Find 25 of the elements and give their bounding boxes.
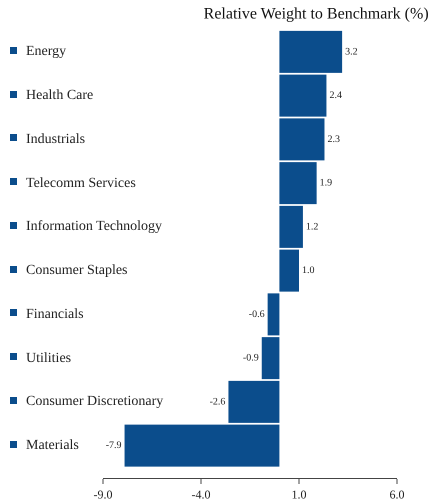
y-tick-label: Consumer Staples — [26, 263, 128, 278]
data-label: -0.9 — [242, 352, 259, 364]
data-label: -0.6 — [248, 308, 265, 320]
data-label: 2.3 — [327, 134, 340, 145]
data-label: 2.4 — [329, 90, 342, 102]
y-tick-label: Consumer Discretionary — [26, 394, 164, 409]
x-tick-label: -4.0 — [192, 487, 210, 502]
y-tick-label: Information Technology — [26, 219, 162, 234]
chart-title: Relative Weight to Benchmark (%) — [204, 6, 428, 23]
data-label: 1.9 — [320, 178, 332, 189]
y-tick-label: Materials — [26, 438, 79, 453]
data-label: -7.9 — [106, 440, 122, 452]
y-tick-label: Telecomm Services — [26, 176, 136, 191]
y-tick-label: Industrials — [26, 132, 86, 147]
y-tick-label: Health Care — [26, 88, 94, 103]
y-tick-label: Energy — [26, 44, 66, 59]
y-tick-label: Utilities — [26, 351, 72, 366]
data-label: 1.0 — [302, 265, 314, 276]
y-tick-label: Financials — [26, 307, 84, 322]
x-tick-label: 1.0 — [292, 487, 306, 502]
data-label: -2.6 — [210, 396, 226, 408]
data-label: 3.2 — [345, 46, 358, 58]
x-tick-label: 6.0 — [390, 487, 404, 502]
x-tick-label: -9.0 — [94, 487, 112, 502]
data-label: 1.2 — [306, 221, 318, 232]
